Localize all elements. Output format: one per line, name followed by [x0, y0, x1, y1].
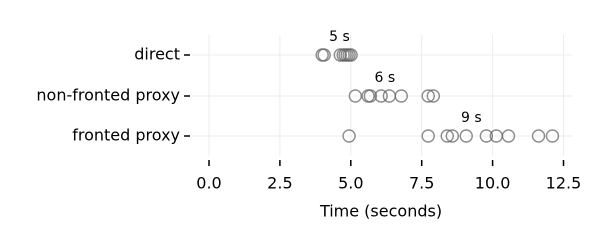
- point: [459, 129, 473, 143]
- point: [421, 129, 435, 143]
- point: [342, 129, 356, 143]
- point: [394, 89, 408, 103]
- annotation: 9 s: [461, 110, 482, 126]
- point: [344, 48, 358, 62]
- point: [421, 89, 435, 103]
- point: [440, 129, 454, 143]
- point: [501, 129, 516, 143]
- point: [445, 129, 460, 143]
- point: [479, 129, 494, 143]
- point: [317, 48, 331, 62]
- point: [531, 129, 546, 143]
- x-tick-label: 10.0: [475, 174, 511, 193]
- annotation: 5 s: [329, 29, 350, 45]
- point: [374, 89, 388, 103]
- x-tick-label: 7.5: [409, 174, 434, 193]
- point: [363, 89, 378, 103]
- x-tick-label: 5.0: [338, 174, 363, 193]
- point: [426, 89, 441, 103]
- x-axis-label: Time (seconds): [319, 202, 442, 221]
- y-tick-label: fronted proxy: [72, 126, 180, 145]
- x-tick-label: 0.0: [196, 174, 221, 193]
- point: [348, 89, 363, 103]
- x-tick-label: 12.5: [546, 174, 582, 193]
- y-tick-label: non-fronted proxy: [36, 86, 180, 105]
- y-tick-label: direct: [134, 45, 180, 64]
- x-tick-label: 2.5: [267, 174, 292, 193]
- annotation: 6 s: [375, 70, 396, 86]
- point: [545, 129, 560, 143]
